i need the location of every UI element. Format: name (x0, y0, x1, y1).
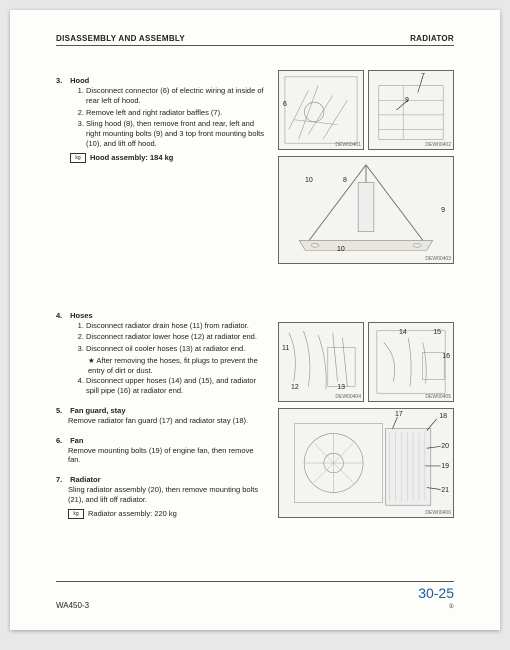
section-3: 3. Hood Disconnect connector (6) of elec… (56, 76, 266, 163)
step-list: Disconnect upper hoses (14) and (15), an… (68, 376, 266, 396)
section-5: 5. Fan guard, stay Remove radiator fan g… (56, 406, 266, 426)
step: Disconnect oil cooler hoses (13) at radi… (86, 344, 266, 354)
callout: 11 (282, 345, 289, 352)
callout: 7 (421, 73, 425, 80)
callout: 9 (405, 97, 409, 104)
section-4: 4. Hoses Disconnect radiator drain hose … (56, 311, 266, 396)
weight-line: kg Hood assembly: 184 kg (70, 153, 266, 163)
weight-text: Radiator assembly: 220 kg (88, 509, 177, 518)
step: Remove left and right radiator baffles (… (86, 108, 266, 118)
footer-sub: ① (449, 604, 454, 610)
sec-text: Sling radiator assembly (20), then remov… (68, 485, 266, 505)
sec-title: Hood (70, 76, 89, 85)
weight-icon: kg (68, 509, 84, 519)
callout: 14 (399, 329, 407, 336)
figure-column: 6 DEW00401 7 9 DEW00402 (278, 70, 454, 524)
sec-title: Radiator (70, 475, 100, 484)
figure-5: 14 15 16 DEW00405 (368, 322, 454, 402)
weight-text: Hood assembly: 184 kg (90, 153, 173, 162)
callout: 9 (441, 207, 445, 214)
sec-num: 3. (56, 76, 68, 85)
fig-caption: DEW00402 (425, 142, 451, 148)
callout: 8 (343, 177, 347, 184)
step: Disconnect radiator drain hose (11) from… (86, 321, 266, 331)
step: Sling hood (8), then remove front and re… (86, 119, 266, 148)
section-7: 7. Radiator Sling radiator assembly (20)… (56, 475, 266, 519)
callout: 10 (305, 177, 313, 184)
content-area: 3. Hood Disconnect connector (6) of elec… (56, 70, 454, 590)
sec-num: 6. (56, 436, 68, 445)
step: Disconnect connector (6) of electric wir… (86, 86, 266, 106)
fig-sketch (279, 71, 363, 149)
callout: 13 (337, 384, 345, 391)
step-list: Disconnect connector (6) of electric wir… (68, 86, 266, 149)
sec-num: 4. (56, 311, 68, 320)
page: DISASSEMBLY AND ASSEMBLY RADIATOR 3. Hoo… (10, 10, 500, 630)
figure-pair: 11 12 13 DEW00404 14 15 16 DEW00405 (278, 322, 454, 408)
section-6: 6. Fan Remove mounting bolts (19) of eng… (56, 436, 266, 466)
callout: 17 (395, 411, 403, 418)
figure-3: 10 8 9 10 DEW00403 (278, 156, 454, 264)
figure-pair: 6 DEW00401 7 9 DEW00402 (278, 70, 454, 156)
footer-model: WA450-3 (56, 601, 89, 610)
page-footer: WA450-3 30-25 ① (56, 581, 454, 610)
header-left: DISASSEMBLY AND ASSEMBLY (56, 34, 185, 43)
fig-sketch (369, 71, 453, 149)
sec-text: Remove radiator fan guard (17) and radia… (68, 416, 266, 426)
star-note: ★ After removing the hoses, fit plugs to… (88, 356, 266, 376)
callout: 21 (441, 487, 449, 494)
figure-4: 11 12 13 DEW00404 (278, 322, 364, 402)
fig-sketch (279, 409, 453, 517)
star-text: After removing the hoses, fit plugs to p… (88, 356, 258, 375)
fig-sketch (279, 157, 453, 263)
sec-num: 7. (56, 475, 68, 484)
text-column: 3. Hood Disconnect connector (6) of elec… (56, 70, 266, 529)
callout: 18 (439, 413, 447, 420)
fig-caption: DEW00406 (425, 510, 451, 516)
callout: 16 (442, 353, 450, 360)
fig-caption: DEW00401 (335, 142, 361, 148)
weight-icon: kg (70, 153, 86, 163)
header-right: RADIATOR (410, 34, 454, 43)
sec-title: Hoses (70, 311, 93, 320)
figure-1: 6 DEW00401 (278, 70, 364, 150)
callout: 10 (337, 246, 345, 253)
callout: 20 (441, 443, 449, 450)
page-header: DISASSEMBLY AND ASSEMBLY RADIATOR (56, 34, 454, 46)
step: Disconnect upper hoses (14) and (15), an… (86, 376, 266, 396)
figure-6: 17 18 20 19 21 DEW00406 (278, 408, 454, 518)
step: Disconnect radiator lower hose (12) at r… (86, 332, 266, 342)
callout: 6 (283, 101, 287, 108)
sec-title: Fan (70, 436, 83, 445)
sec-text: Remove mounting bolts (19) of engine fan… (68, 446, 266, 466)
callout: 19 (441, 463, 449, 470)
sec-num: 5. (56, 406, 68, 415)
callout: 12 (291, 384, 299, 391)
footer-pagenum: 30-25 (418, 585, 454, 601)
figure-2: 7 9 DEW00402 (368, 70, 454, 150)
fig-caption: DEW00403 (425, 256, 451, 262)
fig-caption: DEW00405 (425, 394, 451, 400)
sec-title: Fan guard, stay (70, 406, 125, 415)
callout: 15 (433, 329, 441, 336)
fig-caption: DEW00404 (335, 394, 361, 400)
weight-line: kg Radiator assembly: 220 kg (68, 509, 266, 519)
step-list: Disconnect radiator drain hose (11) from… (68, 321, 266, 354)
